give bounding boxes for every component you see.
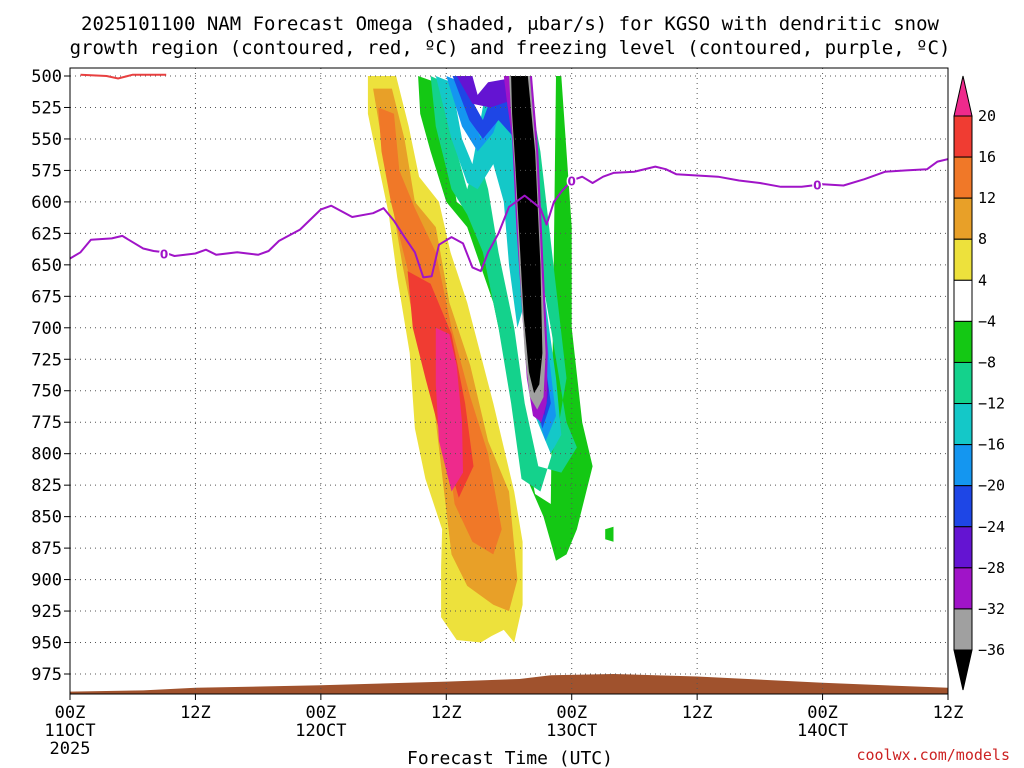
y-tick-label-575: 575 (31, 161, 62, 181)
colorbar-label-13: −36 (978, 641, 1005, 659)
y-tick-label-625: 625 (31, 224, 62, 244)
colorbar-label-4: 4 (978, 271, 987, 289)
y-tick-label-975: 975 (31, 665, 62, 685)
x-tick-label-36-1: 12Z (431, 703, 462, 723)
y-tick-label-725: 725 (31, 350, 62, 370)
freezing-level-label-2: 0 (813, 178, 821, 192)
freezing-level-label-0: 0 (160, 248, 168, 262)
colorbar-label-9: −20 (978, 477, 1005, 495)
x-tick-label-0-3: 2025 (50, 739, 91, 759)
y-tick-label-750: 750 (31, 382, 62, 402)
colorbar-bin-11 (953, 526, 973, 569)
x-tick-label-24-2: 12OCT (295, 721, 346, 741)
plot-area: 0 0 0 (69, 67, 949, 695)
y-tick-label-600: 600 (31, 193, 62, 213)
y-tick-label-550: 550 (31, 130, 62, 150)
colorbar-label-6: −8 (978, 353, 996, 371)
y-tick-label-650: 650 (31, 256, 62, 276)
x-tick-label-24-1: 00Z (305, 703, 336, 723)
y-tick-label-900: 900 (31, 571, 62, 591)
terrain-layer (70, 674, 948, 694)
colorbar-bin-6 (953, 320, 973, 363)
x-tick-label-72-2: 14OCT (797, 721, 848, 741)
colorbar-label-1: 16 (978, 148, 996, 166)
colorbar-bin-8 (953, 403, 973, 446)
y-tick-label-875: 875 (31, 539, 62, 559)
x-tick-label-84-1: 12Z (933, 703, 964, 723)
freezing-level-line (70, 158, 948, 279)
x-tick-label-48-2: 13OCT (546, 721, 597, 741)
y-tick-label-850: 850 (31, 508, 62, 528)
omega-region-descent-small (605, 526, 614, 542)
colorbar-label-2: 12 (978, 189, 996, 207)
terrain-surface (70, 674, 948, 694)
colorbar-label-10: −24 (978, 518, 1005, 536)
colorbar-bin-bottom (953, 649, 973, 691)
y-tick-label-775: 775 (31, 413, 62, 433)
y-tick-label-825: 825 (31, 476, 62, 496)
colorbar-label-7: −12 (978, 395, 1005, 413)
omega-region-ascent-20 (435, 327, 463, 492)
colorbar-label-5: −4 (978, 312, 996, 330)
plot-frame (69, 67, 949, 695)
omega-shading-layer (367, 76, 614, 643)
colorbar-bin-1 (953, 115, 973, 158)
freezing-level-label-1: 0 (568, 174, 576, 188)
colorbar-label-11: −28 (978, 559, 1005, 577)
colorbar-bin-7 (953, 361, 973, 405)
colorbar-bin-12 (953, 567, 973, 610)
colorbar-label-12: −32 (978, 600, 1005, 618)
x-tick-label-60-1: 12Z (682, 703, 713, 723)
colorbar-label-0: 20 (978, 107, 996, 125)
y-axis: 500 525 550 575 600 625 650 675 700 725 750 775 800 8… (31, 67, 70, 685)
omega-region-descent-8 (430, 76, 577, 492)
y-tick-label-500: 500 (31, 67, 62, 87)
colorbar: 20 16 12 8 4 −4 −8 −12 −16 −20 −24 −28 −32 −36 (953, 75, 1005, 691)
colorbar-label-8: −16 (978, 436, 1005, 454)
x-tick-label-48-1: 00Z (556, 703, 587, 723)
y-tick-label-700: 700 (31, 319, 62, 339)
colorbar-bin-top (953, 75, 973, 117)
y-tick-label-925: 925 (31, 602, 62, 622)
colorbar-bin-2 (953, 156, 973, 199)
omega-region-descent-36 (511, 76, 543, 394)
colorbar-bin-13 (953, 608, 973, 651)
colorbar-bin-10 (953, 485, 973, 528)
x-tick-label-0-2: 11OCT (44, 721, 95, 741)
colorbar-bin-5 (953, 279, 973, 322)
x-tick-label-72-1: 00Z (807, 703, 838, 723)
y-tick-label-950: 950 (31, 634, 62, 654)
chart-title-line1: 2025101100 NAM Forecast Omega (shaded, μ… (81, 13, 939, 35)
credit-text: coolwx.com/models (856, 746, 1010, 764)
dendritic-contour-0 (80, 73, 167, 80)
contour-layer: 0 0 0 (70, 73, 948, 279)
chart-title-line2: growth region (contoured, red, ºC) and f… (70, 37, 951, 59)
y-tick-label-800: 800 (31, 445, 62, 465)
colorbar-bin-9 (953, 444, 973, 487)
y-tick-label-675: 675 (31, 287, 62, 307)
colorbar-bin-3 (953, 197, 973, 240)
colorbar-bin-4 (953, 238, 973, 281)
colorbar-label-3: 8 (978, 230, 987, 248)
x-axis-label: Forecast Time (UTC) (407, 748, 613, 768)
x-tick-label-12-1: 12Z (180, 703, 211, 723)
x-tick-label-0-1: 00Z (55, 703, 86, 723)
y-tick-label-525: 525 (31, 98, 62, 118)
